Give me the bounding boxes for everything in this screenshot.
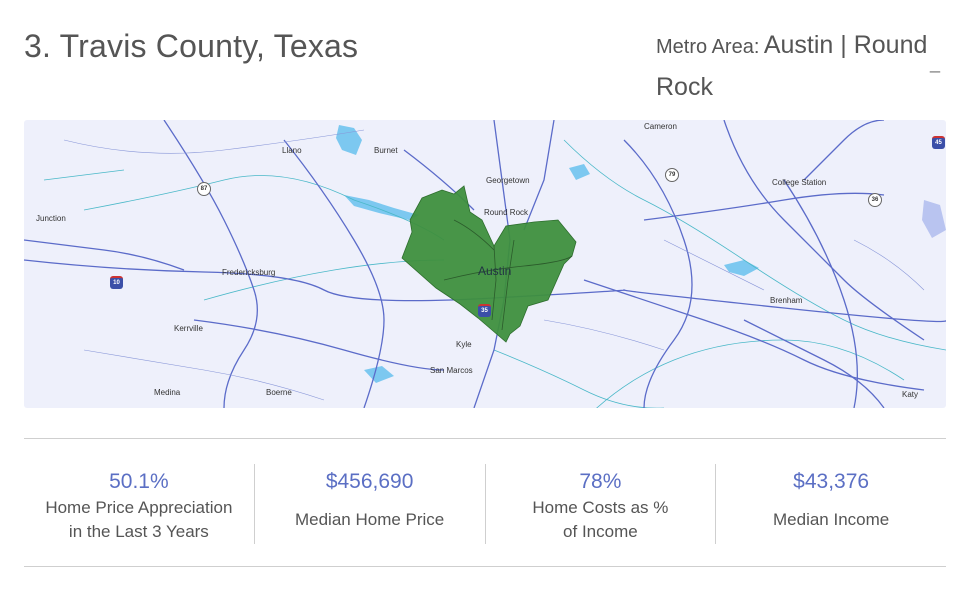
city-label-medina: Medina (154, 388, 181, 397)
interstate-35-shield-icon: 35 (478, 304, 491, 317)
stat-appreciation: 50.1% Home Price Appreciation in the Las… (24, 464, 254, 544)
city-label-round-rock: Round Rock (484, 208, 529, 217)
county-title: 3. Travis County, Texas (24, 28, 359, 64)
stat-label: Median Income (773, 510, 890, 529)
county-map[interactable]: Cameron Llano Burnet Georgetown Round Ro… (24, 120, 946, 408)
map-canvas (24, 120, 946, 408)
stat-label: Median Home Price (294, 510, 445, 529)
dash-mark: _ (929, 53, 940, 73)
metro-area-label: Metro Area: (656, 36, 760, 58)
city-label-georgetown: Georgetown (486, 176, 530, 185)
city-label-kerrville: Kerrville (174, 324, 203, 333)
city-label-college-station: College Station (772, 178, 827, 187)
city-label-kyle: Kyle (456, 340, 472, 349)
stat-label: Home Costs as % of Income (532, 498, 669, 541)
city-label-fredericksburg: Fredericksburg (222, 268, 276, 277)
divider-bottom (24, 566, 946, 567)
city-label-san-marcos: San Marcos (430, 366, 473, 375)
us-36-shield-icon: 36 (868, 193, 882, 207)
interstate-10-shield-icon: 10 (110, 276, 123, 289)
city-label-austin: Austin (478, 264, 512, 278)
city-label-burnet: Burnet (374, 146, 398, 155)
us-87-shield-icon: 87 (197, 182, 211, 196)
stat-median-income: $43,376 Median Income (715, 464, 946, 544)
metro-area-value: Austin | Round Rock (656, 31, 928, 101)
city-label-katy: Katy (902, 390, 919, 399)
stat-value: $456,690 (325, 470, 414, 493)
metro-area: Metro Area: Austin | Round Rock _ (656, 26, 946, 110)
county-roads (443, 219, 573, 331)
city-label-boerne: Boerne (266, 388, 292, 397)
stats-row: 50.1% Home Price Appreciation in the Las… (24, 464, 946, 544)
stat-label: Home Price Appreciation in the Last 3 Ye… (45, 498, 233, 541)
travis-county-shape (401, 185, 577, 343)
us-79-shield-icon: 79 (665, 168, 679, 182)
stat-value: 50.1% (109, 470, 169, 493)
stat-value: $43,376 (793, 470, 870, 493)
stat-median-home-price: $456,690 Median Home Price (253, 464, 485, 544)
minor-roads (63, 129, 925, 401)
city-label-cameron: Cameron (644, 122, 677, 131)
stat-home-costs: 78% Home Costs as % of Income (484, 464, 716, 544)
interstate-45-shield-icon: 45 (932, 136, 945, 149)
city-label-junction: Junction (36, 214, 66, 223)
city-label-llano: Llano (282, 146, 302, 155)
divider-top (24, 438, 946, 439)
stat-value: 78% (579, 470, 622, 493)
city-label-brenham: Brenham (770, 296, 803, 305)
